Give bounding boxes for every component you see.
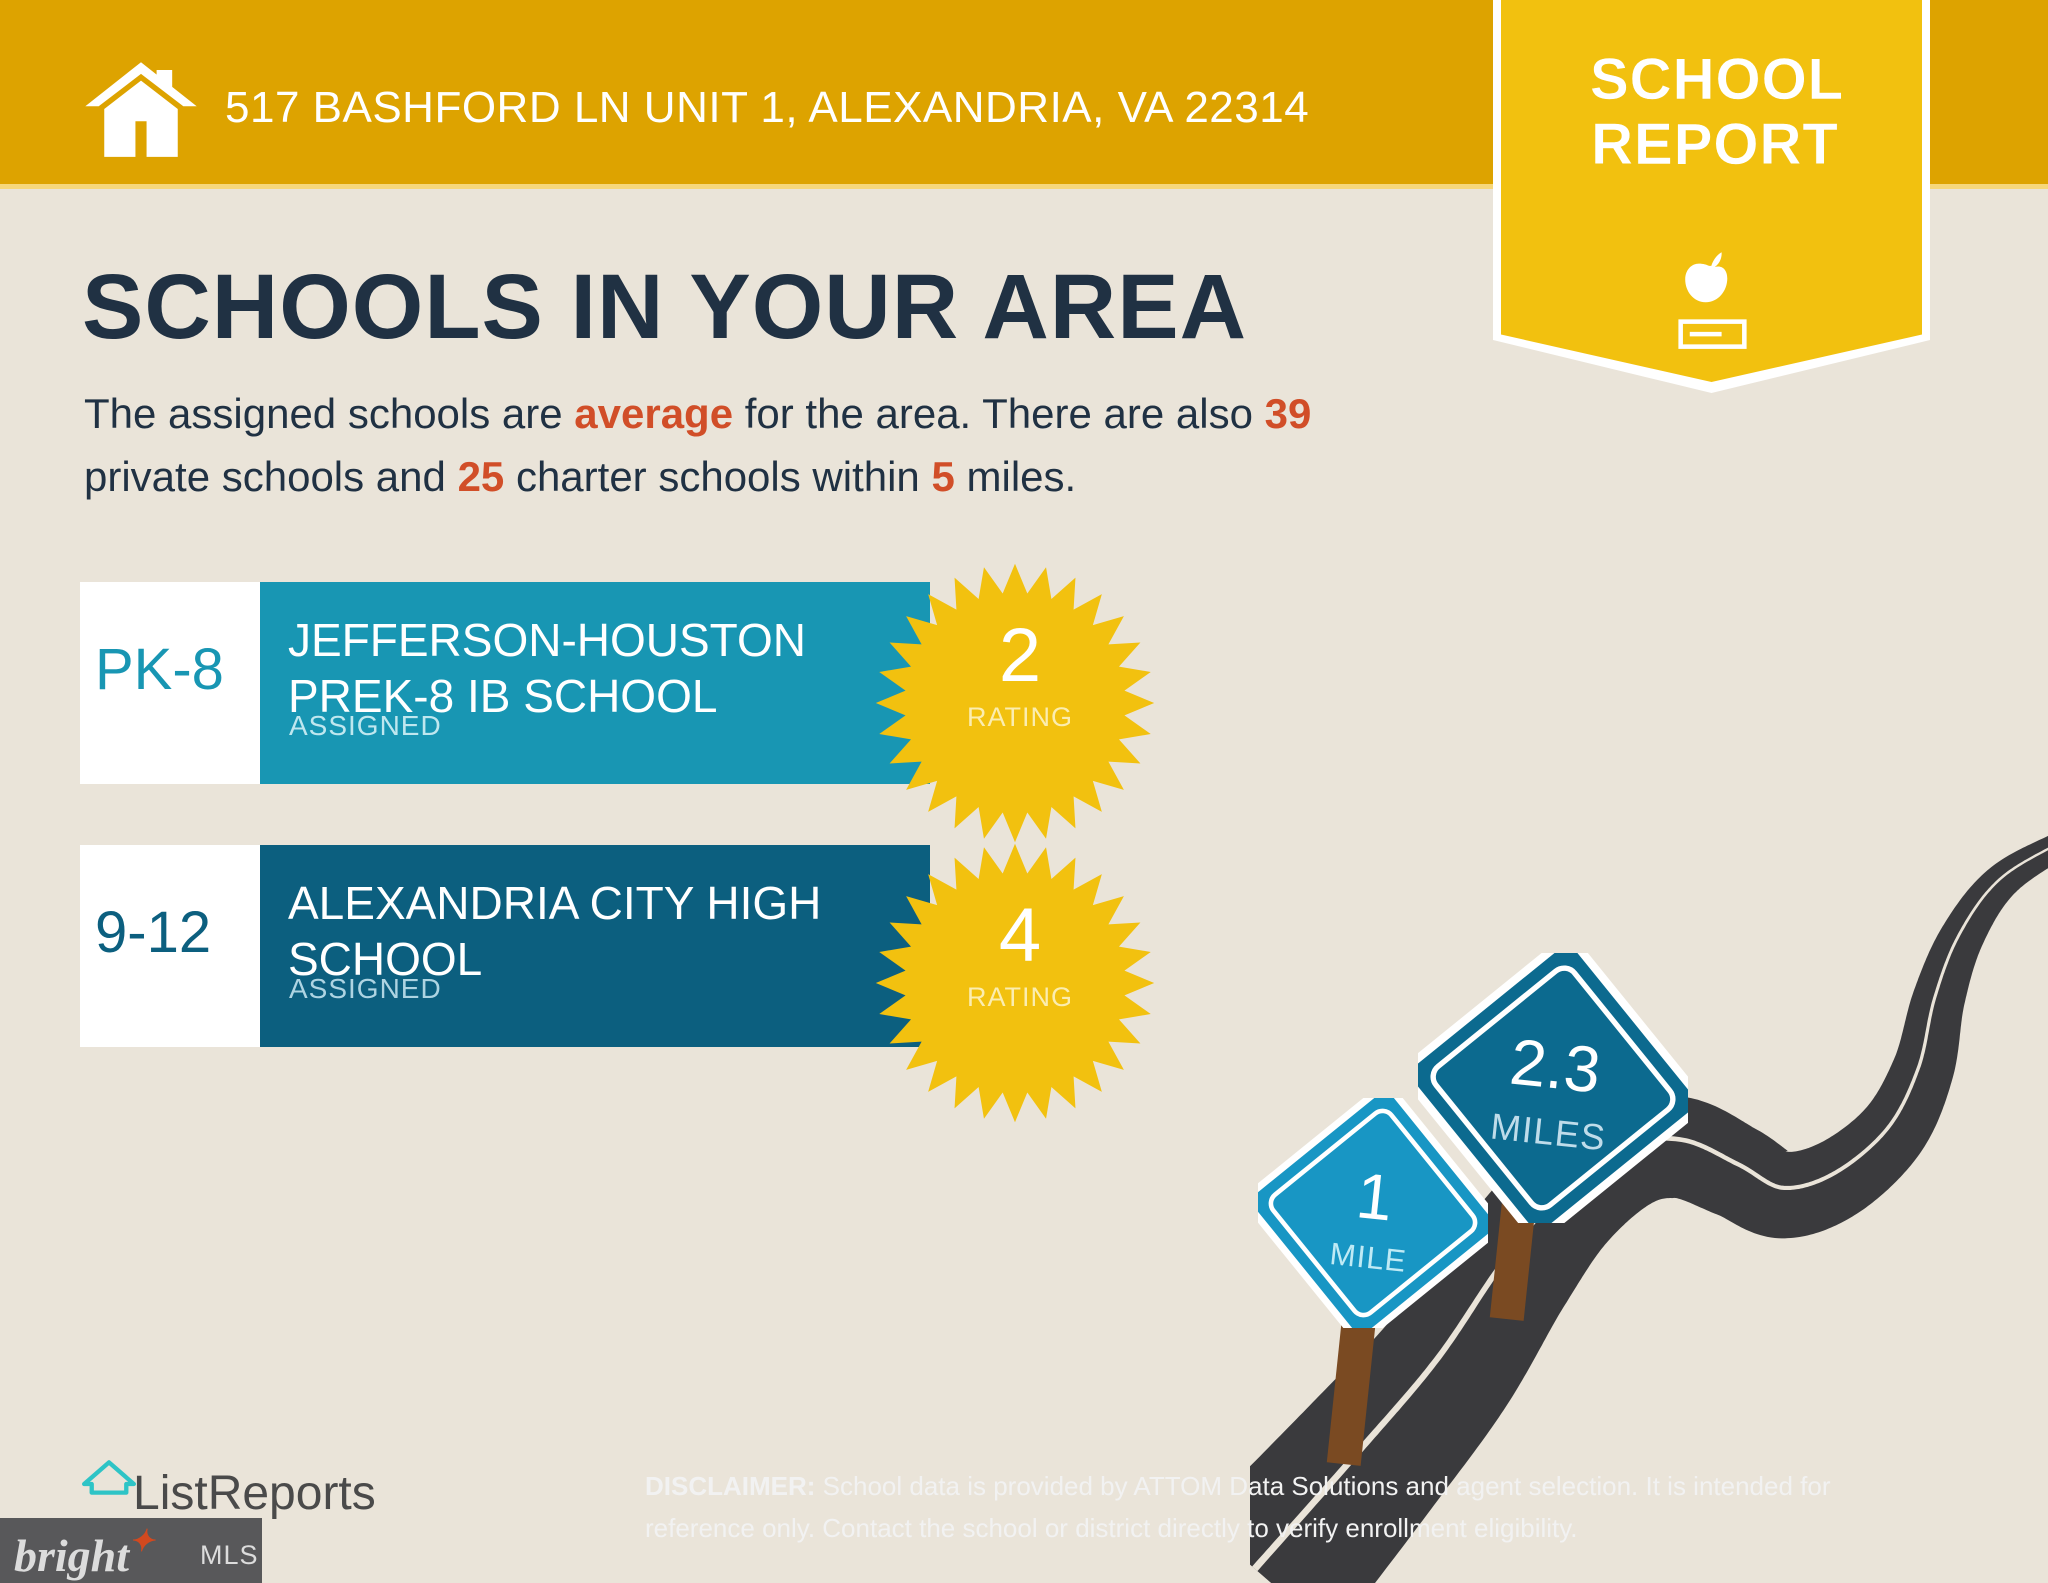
svg-text:2.3: 2.3: [1507, 1025, 1604, 1107]
svg-text:1: 1: [1353, 1159, 1396, 1234]
